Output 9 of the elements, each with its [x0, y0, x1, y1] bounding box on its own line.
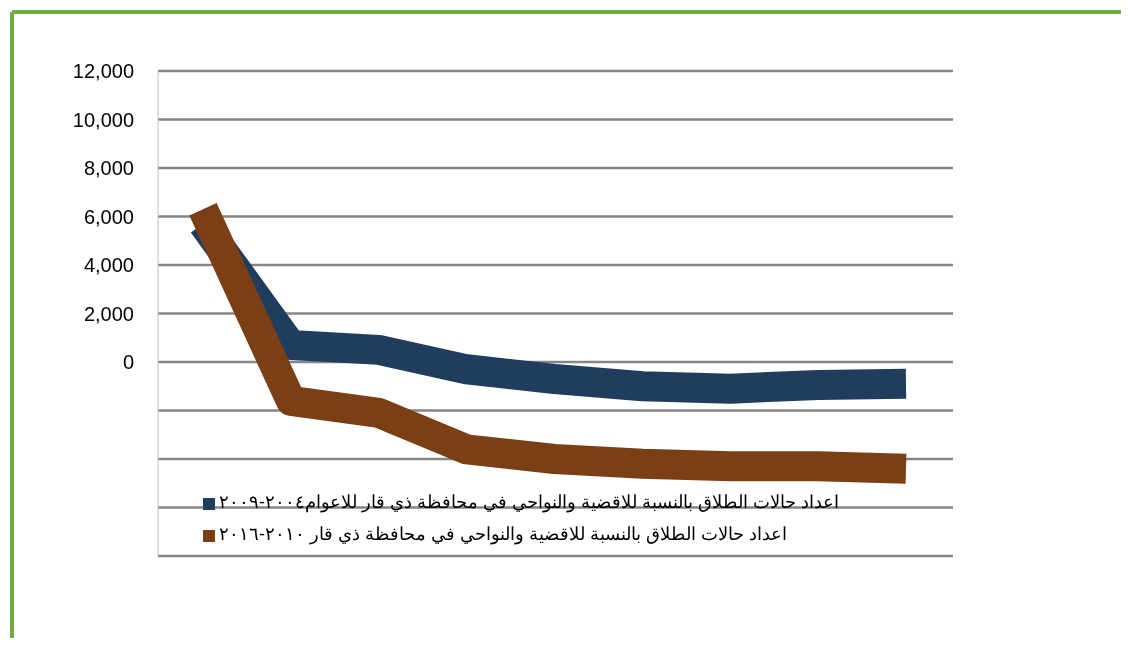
y-tick-label: 2,000 — [83, 302, 134, 325]
y-tick-label: 10,000 — [72, 108, 134, 131]
y-tick-label: 0 — [122, 351, 134, 373]
y-tick-label: 8,000 — [83, 157, 134, 179]
y-tick-label: 12,000 — [72, 60, 134, 82]
y-tick-label: 6,000 — [83, 205, 134, 228]
legend-label: اعداد حالات الطلاق بالنسبة للاقضية والنواحي في محافظة ذي قار للاعوام٢٠٠٤-٢٠٠٩ — [219, 492, 840, 513]
legend-label: اعداد حالات الطلاق بالنسبة للاقضية والنواحي في محافظة ذي قار ٢٠١٠-٢٠١٦ — [219, 524, 788, 545]
y-tick-label: 4,000 — [83, 254, 134, 276]
